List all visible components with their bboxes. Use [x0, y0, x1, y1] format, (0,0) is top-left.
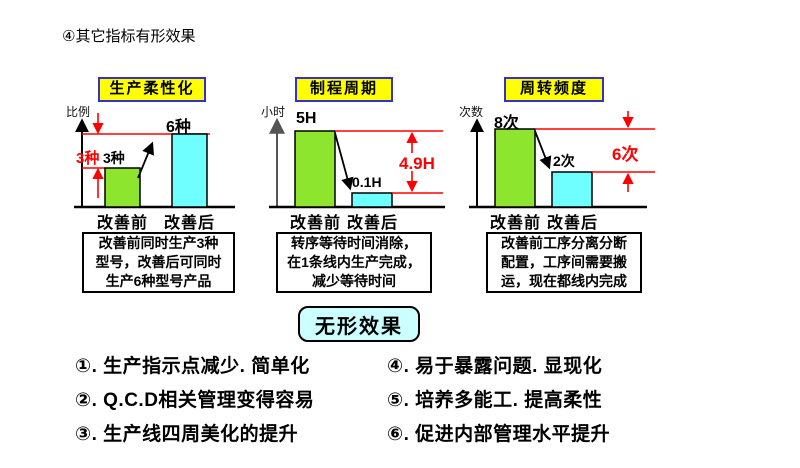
intangible-item-6: ⑥. 促进内部管理水平提升 [387, 424, 611, 445]
chart1-plot [74, 113, 235, 209]
chart2-desc-line3: 减少等待时间 [312, 273, 396, 289]
chart3-trend-arrow-icon [534, 130, 552, 170]
chart1-description-box: 改善前同时生产3种 型号，改善后可同时 生产6种型号产品 [82, 232, 235, 293]
chart1-x-label-before: 改善前 [97, 215, 149, 232]
chart2-bar-before [294, 130, 336, 208]
chart3-title: 周转频度 [504, 77, 604, 102]
chart3-bar-before [494, 128, 536, 208]
chart3-bar-after [551, 171, 593, 208]
chart3-delta-label: 6次 [612, 145, 639, 164]
chart3-desc-line1: 改善前工序分离分断 [501, 235, 627, 251]
chart2-trend-arrow-icon [334, 132, 354, 191]
chart1-y-axis-label: 比例 [66, 105, 91, 119]
chart1-bar-before [104, 167, 141, 208]
chart1-delta-label: 3种 [76, 150, 100, 167]
intangible-effects-badge: 无形效果 [298, 306, 420, 342]
page-title: ④其它指标有形效果 [62, 28, 196, 45]
chart3-x-label-before: 改善前 [490, 215, 542, 232]
chart2-after-value: 0.1H [352, 174, 382, 190]
chart1-x-label-after: 改善后 [164, 215, 216, 232]
chart3-desc-line3: 运，现在都线内完成 [501, 273, 627, 289]
chart1-bar-after [171, 133, 208, 208]
chart1-title: 生产柔性化 [98, 77, 206, 102]
intangible-item-4: ④. 易于暴露问题. 显现化 [387, 356, 603, 377]
chart2-title: 制程周期 [295, 77, 393, 102]
chart3-x-label-after: 改善后 [547, 215, 599, 232]
chart1-before-value: 3种 [103, 150, 125, 166]
chart2-desc-line1: 转序等待时间消除， [291, 235, 417, 251]
chart2-x-label-after: 改善后 [347, 215, 399, 232]
chart1-trend-arrow-icon [137, 141, 154, 179]
chart3-plot [469, 111, 655, 209]
chart3-after-value: 2次 [553, 153, 575, 169]
intangible-item-2: ②. Q.C.D相关管理变得容易 [75, 390, 315, 411]
chart2-before-value: 5H [296, 110, 317, 127]
chart2-plot [269, 117, 445, 209]
chart2-bar-after [351, 192, 393, 208]
chart1-desc-line3: 生产6种型号产品 [105, 273, 212, 289]
chart1-after-value: 6种 [166, 119, 191, 136]
chart3-y-axis-label: 次数 [459, 105, 484, 119]
intangible-item-3: ③. 生产线四周美化的提升 [75, 424, 299, 445]
intangible-item-1: ①. 生产指示点减少. 简单化 [75, 356, 310, 377]
chart1-desc-line1: 改善前同时生产3种 [98, 235, 219, 251]
chart1-desc-line2: 型号，改善后可同时 [95, 254, 222, 270]
chart2-x-label-before: 改善前 [290, 215, 342, 232]
chart2-delta-label: 4.9H [399, 154, 435, 173]
chart3-description-box: 改善前工序分离分断 配置，工序间需要搬 运，现在都线内完成 [486, 232, 642, 293]
chart3-desc-line2: 配置，工序间需要搬 [501, 254, 627, 270]
chart2-description-box: 转序等待时间消除， 在1条线内生产完成， 减少等待时间 [276, 232, 432, 293]
chart2-y-axis-label: 小时 [261, 105, 286, 119]
intangible-item-5: ⑤. 培养多能工. 提高柔性 [387, 390, 603, 411]
chart2-desc-line2: 在1条线内生产完成， [287, 254, 421, 270]
chart3-before-value: 8次 [494, 115, 519, 132]
